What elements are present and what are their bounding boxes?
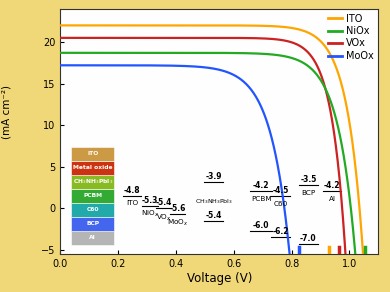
Bar [71,189,114,203]
X-axis label: Voltage (V): Voltage (V) [187,272,252,285]
Text: -3.9: -3.9 [206,172,222,181]
Text: -4.5: -4.5 [273,186,289,195]
Text: PCBM: PCBM [83,193,102,198]
Text: NiO$_x$: NiO$_x$ [141,209,159,219]
Legend: ITO, NiOx, VOx, MoOx: ITO, NiOx, VOx, MoOx [328,14,374,61]
Text: CH$_3$NH$_3$PbI$_3$: CH$_3$NH$_3$PbI$_3$ [195,197,233,206]
Text: C60: C60 [273,201,288,207]
Text: BCP: BCP [86,221,99,226]
Text: Metal oxide: Metal oxide [73,165,112,170]
Text: -5.6: -5.6 [169,204,186,213]
Text: ITO: ITO [126,200,138,206]
Bar [71,231,114,245]
Text: ITO: ITO [87,151,98,156]
Text: VO$_x$: VO$_x$ [156,213,172,223]
Text: PCBM: PCBM [251,196,271,202]
Y-axis label: Current density
(mA cm⁻²): Current density (mA cm⁻²) [0,71,11,152]
Text: MoO$_x$: MoO$_x$ [167,218,188,228]
Bar [71,147,114,161]
Text: -4.2: -4.2 [324,181,340,190]
Text: -5.4: -5.4 [206,211,222,220]
Text: -4.8: -4.8 [124,186,140,195]
Text: -5.3: -5.3 [142,196,158,205]
Text: -6.0: -6.0 [253,221,269,230]
Text: -7.0: -7.0 [300,234,317,243]
Text: Al: Al [328,196,335,202]
Text: Al: Al [89,235,96,240]
Text: -4.2: -4.2 [253,181,269,190]
Bar [71,161,114,175]
Bar [71,203,114,217]
Bar [71,175,114,189]
Text: -6.2: -6.2 [272,227,289,236]
Bar [71,217,114,231]
Text: -5.4: -5.4 [156,199,172,208]
Text: -3.5: -3.5 [300,175,317,184]
Text: C60: C60 [87,207,99,212]
Text: CH$_3$NH$_3$PbI$_3$: CH$_3$NH$_3$PbI$_3$ [73,177,113,186]
Text: BCP: BCP [301,190,316,196]
